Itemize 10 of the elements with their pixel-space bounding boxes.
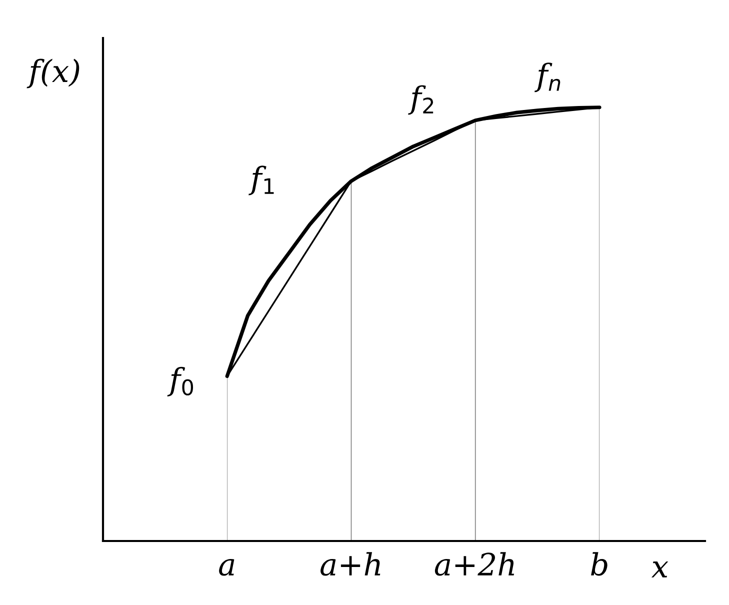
annotation: f$_{2}$: [408, 85, 434, 115]
text: f$_{n}$: [534, 62, 560, 92]
annotation: f$_{1}$: [248, 166, 274, 196]
x-tick-label: a+h: [320, 552, 380, 576]
x-tick-label: a+2h: [434, 552, 514, 576]
x-axis-title: x: [651, 562, 668, 578]
x-tick-label: b: [591, 552, 608, 576]
y-axis-title: f(x): [26, 58, 80, 88]
text: f$_{0}$: [167, 366, 194, 396]
x-tick-label: a: [219, 559, 234, 576]
